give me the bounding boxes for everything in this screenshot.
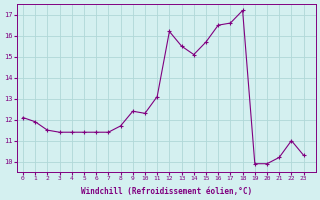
X-axis label: Windchill (Refroidissement éolien,°C): Windchill (Refroidissement éolien,°C) xyxy=(81,187,252,196)
